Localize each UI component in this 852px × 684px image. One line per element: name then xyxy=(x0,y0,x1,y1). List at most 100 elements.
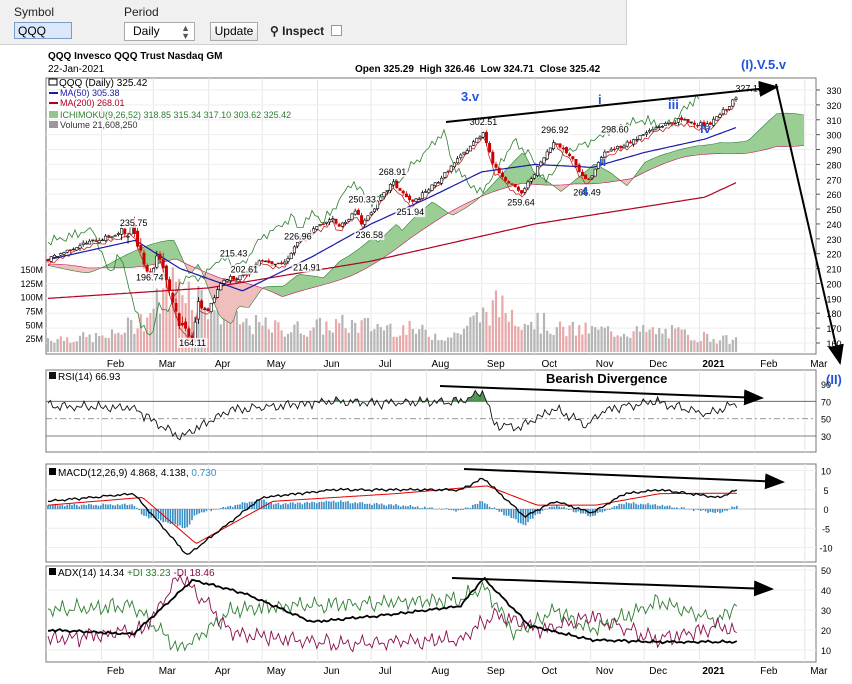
adx-header-main: ADX(14) 14.34 xyxy=(58,568,125,579)
candle-body xyxy=(52,255,56,258)
ichimoku-cloud-segment xyxy=(564,184,567,190)
macd-histogram-bar xyxy=(436,509,438,510)
macd-histogram-bar xyxy=(486,504,488,509)
volume-bar xyxy=(440,339,443,352)
ichimoku-cloud-segment xyxy=(237,281,240,310)
macd-histogram-bar xyxy=(488,506,491,509)
macd-histogram-bar xyxy=(695,509,697,510)
x-tick-label-8: Oct xyxy=(542,666,558,677)
inspect-control[interactable]: ⚲ Inspect xyxy=(270,24,324,38)
macd-histogram-bar xyxy=(397,505,400,509)
macd-histogram-bar xyxy=(289,502,292,509)
inspect-checkbox[interactable] xyxy=(331,25,342,36)
volume-bar xyxy=(264,317,267,352)
macd-histogram-bar xyxy=(558,506,560,509)
volume-bar xyxy=(162,288,165,352)
ichimoku-cloud-segment xyxy=(441,207,444,218)
main-x-axis: Feb Mar Apr May Jun Jul Aug Sep Oct Nov Dec 2021 Feb… xyxy=(107,359,828,370)
rsi-line xyxy=(47,389,738,441)
x-tick-label-5: Jul xyxy=(379,359,392,370)
candle-body xyxy=(398,188,402,191)
macd-histogram-bar xyxy=(642,504,644,509)
symbol-input[interactable]: QQQ xyxy=(14,22,72,39)
ichimoku-cloud-segment xyxy=(513,159,516,186)
period-select[interactable]: Daily ▲ ▼ xyxy=(124,22,195,41)
macd-histogram-bar xyxy=(354,502,356,509)
volume-bar xyxy=(680,329,683,352)
candle-body xyxy=(379,196,383,201)
volume-bar xyxy=(558,321,562,352)
ichimoku-cloud-segment xyxy=(153,243,156,265)
candle-body xyxy=(395,180,399,189)
candle-body xyxy=(705,123,709,127)
candle-body xyxy=(593,168,597,177)
volume-bar xyxy=(66,337,69,352)
macd-histogram-bar xyxy=(676,507,678,509)
macd-histogram-bar xyxy=(428,507,431,509)
legend-volume: Volume 21,608,250 xyxy=(60,120,138,130)
adx-header-plus: +DI 33.23 xyxy=(127,568,171,579)
volume-bar xyxy=(498,317,501,352)
legend-price-swatch xyxy=(48,78,58,86)
x-tick-label-0: Feb xyxy=(107,359,125,370)
chart-ohlc: Open 325.29 High 326.46 Low 324.71 Close… xyxy=(355,64,601,75)
ichimoku-cloud-segment xyxy=(243,282,246,308)
volume-bar xyxy=(664,328,667,352)
macd-histogram-bar xyxy=(356,503,359,509)
x-tick-label-6: Aug xyxy=(432,666,450,677)
volume-bar xyxy=(619,336,622,352)
ichimoku-cloud-segment xyxy=(234,280,237,320)
macd-histogram-bar xyxy=(666,505,668,509)
volume-bar xyxy=(520,329,523,352)
macd-histogram-bar xyxy=(628,503,630,509)
ichimoku-cloud-segment xyxy=(345,256,348,279)
price-label-bg-10 xyxy=(395,207,426,218)
volume-bar xyxy=(88,334,91,352)
ichimoku-cloud-segment xyxy=(663,153,666,165)
volume-bar xyxy=(632,331,635,352)
macd-histogram-bar xyxy=(416,506,419,509)
volume-bar xyxy=(392,336,395,352)
macd-histogram-bar xyxy=(54,503,56,509)
macd-histogram-bar xyxy=(733,506,736,509)
x-tick-label-4: Jun xyxy=(323,666,339,677)
ichimoku-cloud-segment xyxy=(357,247,360,274)
candle-body xyxy=(667,122,671,125)
macd-histogram-bar xyxy=(196,509,198,515)
volume-bar xyxy=(453,332,456,352)
macd-histogram-bar xyxy=(652,504,654,509)
volume-bar xyxy=(120,334,123,352)
ichimoku-cloud-segment xyxy=(414,215,417,236)
volume-bar xyxy=(552,335,555,352)
volume-bar xyxy=(651,327,654,352)
macd-histogram-bar xyxy=(448,509,450,511)
macd-histogram-bar xyxy=(659,505,661,509)
ichimoku-cloud-segment xyxy=(66,264,69,270)
candle-body xyxy=(676,118,680,123)
ichimoku-cloud-segment xyxy=(390,227,393,254)
volume-bar xyxy=(610,331,613,352)
volume-bar xyxy=(648,329,651,352)
ichimoku-cloud-segment xyxy=(642,162,645,174)
macd-histogram-bar xyxy=(606,509,608,510)
volume-bar xyxy=(622,333,626,352)
candle-body xyxy=(699,122,703,127)
macd-histogram-bar xyxy=(563,506,565,509)
macd-histogram-bar xyxy=(263,499,265,509)
price-label-bg-16 xyxy=(734,83,765,94)
macd-histogram-bar xyxy=(119,505,121,509)
macd-histogram-bar xyxy=(630,503,632,509)
volume-bar xyxy=(206,319,210,352)
x-tick-label-5: Jul xyxy=(379,666,392,677)
macd-grid xyxy=(46,464,816,562)
update-button[interactable]: Update xyxy=(210,22,258,41)
volume-bar xyxy=(571,321,574,352)
volume-bar xyxy=(290,332,293,352)
ichimoku-cloud-segment xyxy=(789,113,792,147)
price-label-bg-12 xyxy=(506,197,537,208)
macd-histogram-bar xyxy=(76,504,78,509)
volume-bar xyxy=(411,328,414,352)
ichimoku-cloud-segment xyxy=(225,278,228,322)
macd-histogram-bar xyxy=(287,504,289,509)
macd-histogram-bar xyxy=(340,500,342,509)
